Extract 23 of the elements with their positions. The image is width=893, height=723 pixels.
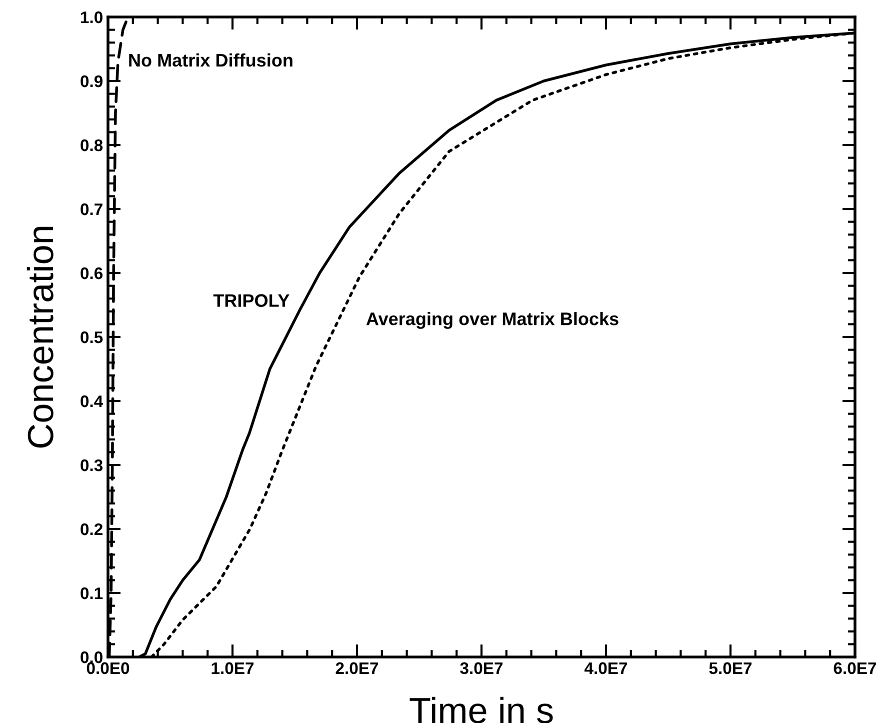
x-tick-label: 0.0E0 (86, 662, 130, 674)
x-tick-label: 6.0E7 (834, 662, 876, 674)
y-tick-label: 0.8 (80, 139, 103, 152)
y-axis-title: Concentration (26, 226, 54, 448)
x-tick-label: 3.0E7 (460, 662, 503, 674)
y-tick-label: 0.9 (80, 75, 103, 88)
x-axis-title: Time in s (410, 696, 553, 723)
y-tick-label: 0.6 (80, 267, 103, 280)
x-tick-label: 4.0E7 (584, 662, 628, 674)
y-tick-label: 0.7 (80, 203, 102, 216)
y-tick-label: 0.4 (80, 395, 104, 408)
y-tick-label: 0.0 (80, 651, 102, 664)
x-tick-label: 5.0E7 (709, 662, 752, 674)
x-tick-label: 1.0E7 (212, 662, 254, 674)
series-label: No Matrix Diffusion (129, 53, 292, 67)
series-label: Averaging over Matrix Blocks (366, 312, 618, 329)
y-tick-label: 0.3 (80, 459, 103, 472)
y-tick-label: 0.1 (80, 587, 103, 600)
y-tick-label: 0.5 (80, 331, 103, 344)
x-tick-label: 2.0E7 (336, 662, 378, 674)
y-tick-label: 0.2 (80, 523, 102, 536)
series-label: TRIPOLY (213, 294, 290, 307)
y-tick-label: 1.0 (81, 11, 102, 24)
